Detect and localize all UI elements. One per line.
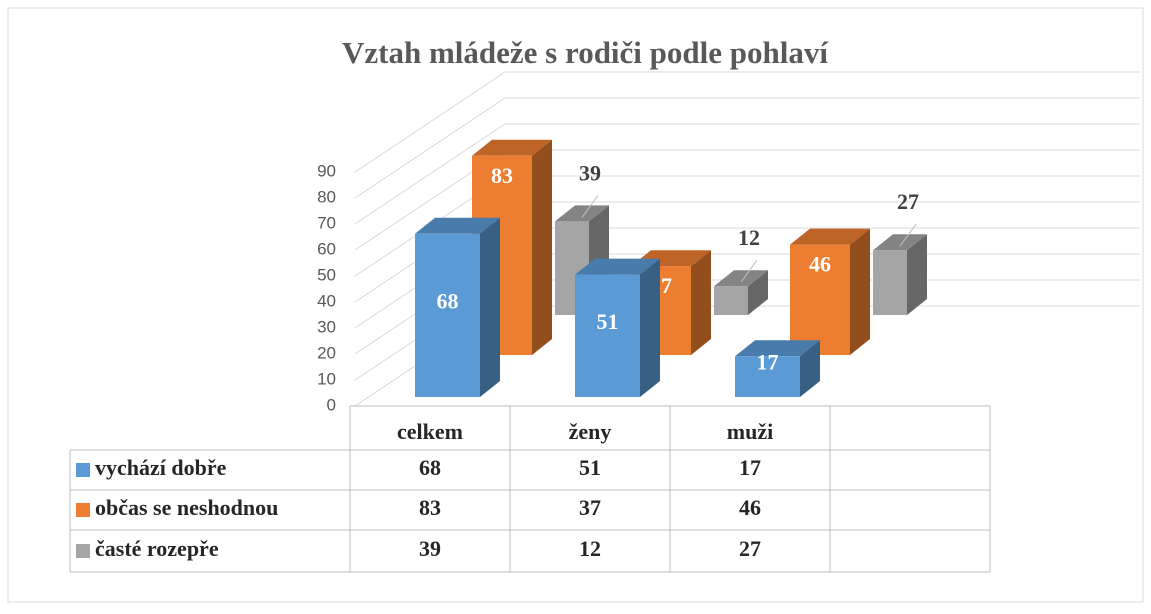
table-cell: 39 [419,536,441,561]
table-header: ženy [569,419,612,444]
bar-side [800,340,820,397]
y-tick-label: 10 [317,369,336,388]
bar-top [555,205,609,222]
data-label: 17 [757,350,779,375]
chart-title: Vztah mládeže s rodiči podle pohlaví [342,35,828,70]
table-cell: 27 [739,536,761,561]
data-label: 27 [897,189,919,214]
data-label: 83 [491,163,513,188]
y-tick-label: 80 [317,187,336,206]
table-cell: 83 [419,495,441,520]
bar-top [714,270,768,287]
data-label: 39 [579,160,601,185]
bar-top [790,228,870,245]
grid-line [354,123,1140,225]
leader-line [740,259,758,283]
bar [575,274,640,397]
bar-side [907,234,927,315]
legend-key [76,503,90,517]
bar-top [472,139,552,156]
bar-side [532,139,552,355]
y-tick-label: 60 [317,239,336,258]
data-label: 46 [809,252,831,277]
y-tick-label: 40 [317,291,336,310]
grid-line [354,71,1140,173]
bar-side [640,258,660,397]
table-cell: 17 [739,455,761,480]
bar-top [873,234,927,251]
data-label: 51 [597,309,619,334]
y-tick-label: 50 [317,265,336,284]
legend-label: časté rozepře [95,536,219,561]
y-tick-label: 90 [317,161,336,180]
bar-side [480,217,500,397]
bar-top [575,258,660,275]
bar-side [850,228,870,355]
bar [415,233,480,397]
y-tick-label: 20 [317,343,336,362]
data-label: 68 [437,288,459,313]
table-header: celkem [397,419,463,444]
table-header: muži [727,419,773,444]
bar [873,250,907,315]
bar [735,356,800,397]
bar [790,244,850,355]
table-cell: 37 [579,495,601,520]
y-tick-label: 30 [317,317,336,336]
table-cell: 51 [579,455,601,480]
grid-line [354,97,1140,199]
bar [714,286,748,315]
legend-key [76,463,90,477]
table-cell: 12 [579,536,601,561]
legend-key [76,544,90,558]
bar-side [691,250,711,355]
bar-top [415,217,500,234]
bar-side [748,270,768,315]
legend-label: vychází dobře [95,455,227,480]
table-cell: 68 [419,455,441,480]
leader-line [899,223,917,247]
legend-label: občas se neshodnou [95,495,278,520]
leader-line [581,195,599,218]
table-cell: 46 [739,495,761,520]
bar-top [735,340,820,357]
y-tick-label: 70 [317,213,336,232]
y-tick-label: 0 [327,395,336,414]
data-label: 12 [738,225,760,250]
